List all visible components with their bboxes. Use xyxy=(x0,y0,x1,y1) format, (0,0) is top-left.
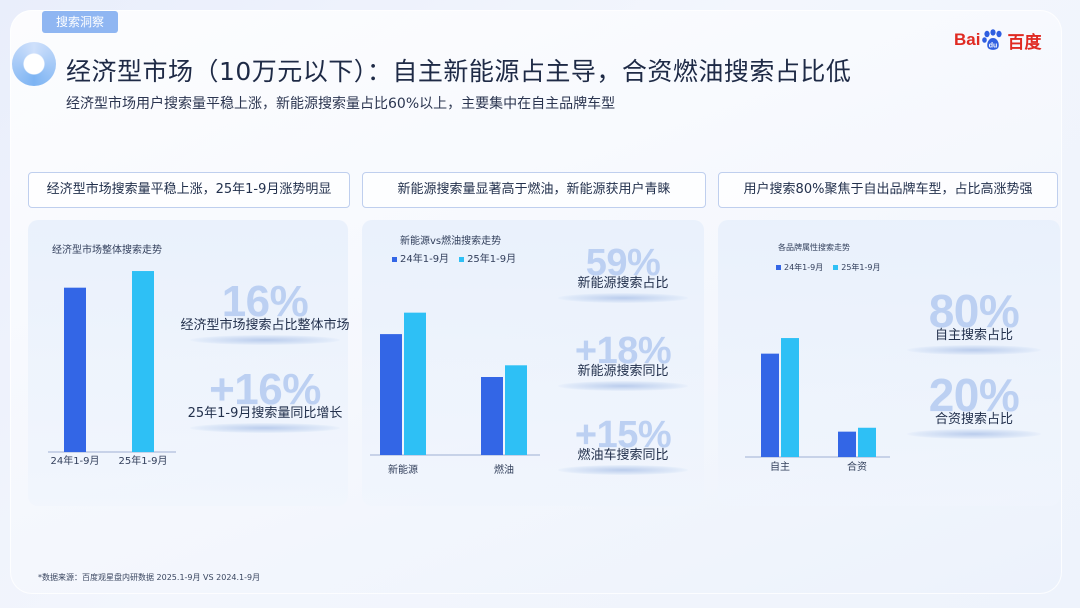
section-header-2: 新能源搜索量显著高于燃油，新能源获用户青睐 xyxy=(362,172,706,208)
x-tick-label: 新能源 xyxy=(388,463,418,476)
bar xyxy=(781,338,799,457)
page-subtitle: 经济型市场用户搜索量平稳上涨，新能源搜索量占比60%以上，主要集中在自主品牌车型 xyxy=(66,96,616,112)
bar xyxy=(761,353,779,457)
legend-item-2025: 25年1-9月 xyxy=(833,262,881,273)
bar xyxy=(132,271,154,452)
kpi-share: 16% 经济型市场搜索占比整体市场 xyxy=(180,280,350,345)
section-tag: 搜索洞察 xyxy=(42,11,118,33)
kpi-value: +16% xyxy=(209,365,321,414)
kpi-domestic-share: 80% 自主搜索占比 xyxy=(906,288,1042,355)
kpi-caption: 自主搜索占比 xyxy=(934,328,1013,343)
kpi-plate xyxy=(190,423,340,433)
kpi-nev-yoy: +18% 新能源搜索同比 xyxy=(555,332,691,391)
page-title: 经济型市场（10万元以下）：自主新能源占主导，合资燃油搜索占比低 xyxy=(66,57,852,86)
kpi-plate xyxy=(558,381,688,391)
chart-title-2: 新能源vs燃油搜索走势 xyxy=(400,236,502,247)
x-tick-label: 自主 xyxy=(770,460,790,473)
x-tick-label: 合资 xyxy=(847,460,867,473)
legend-item-2024: 24年1-9月 xyxy=(776,262,823,273)
section-header-3: 用户搜索80%聚焦于自出品牌车型，占比高涨势强 xyxy=(718,172,1058,208)
kpi-caption: 燃油车搜索同比 xyxy=(577,448,669,463)
x-tick-label: 燃油 xyxy=(494,463,514,476)
legend-item-2024: 24年1-9月 xyxy=(392,250,449,265)
kpi-caption: 合资搜索占比 xyxy=(934,412,1013,427)
kpi-fuel-yoy: +15% 燃油车搜索同比 xyxy=(555,416,691,475)
kpi-value: 59% xyxy=(585,242,661,284)
footnote: *数据来源：百度观星盘内研数据 2025.1-9月 VS 2024.1-9月 xyxy=(38,573,261,582)
kpi-plate xyxy=(558,293,688,303)
kpi-caption: 25年1-9月搜索量同比增长 xyxy=(187,406,343,421)
chart-title-3: 各品牌属性搜索走势 xyxy=(778,243,850,252)
kpi-value: +18% xyxy=(574,330,672,372)
logo-bai: Bai xyxy=(954,30,981,49)
x-tick-label: 24年1-9月 xyxy=(50,454,99,467)
x-tick-label: 25年1-9月 xyxy=(118,454,167,467)
chart-legend-3: 24年1-9月 25年1-9月 xyxy=(776,262,881,273)
logo-du: du xyxy=(989,43,998,50)
kpi-plate xyxy=(190,335,340,345)
kpi-caption: 新能源搜索同比 xyxy=(577,364,669,379)
section-header-1: 经济型市场搜索量平稳上涨，25年1-9月涨势明显 xyxy=(28,172,350,208)
bar xyxy=(404,312,426,455)
kpi-plate xyxy=(907,345,1041,355)
chart-legend-2: 24年1-9月 25年1-9月 xyxy=(392,250,516,265)
paw-icon: du xyxy=(982,29,1003,50)
baidu-logo: Bai du 百度 xyxy=(954,26,1041,54)
kpi-caption: 新能源搜索占比 xyxy=(577,276,669,291)
legend-item-2025: 25年1-9月 xyxy=(459,250,516,265)
kpi-nev-share: 59% 新能源搜索占比 xyxy=(555,244,691,303)
kpi-value: 16% xyxy=(221,277,309,326)
chart-title-1: 经济型市场整体搜索走势 xyxy=(52,245,162,256)
kpi-value: 20% xyxy=(928,369,1020,421)
kpi-plate xyxy=(558,465,688,475)
kpi-plate xyxy=(907,429,1041,439)
bar xyxy=(64,287,86,452)
logo-cn: 百度 xyxy=(1007,32,1042,52)
kpi-growth: +16% 25年1-9月搜索量同比增长 xyxy=(180,368,350,433)
kpi-jv-share: 20% 合资搜索占比 xyxy=(906,372,1042,439)
decorative-ring-icon xyxy=(12,42,56,86)
bar xyxy=(505,365,527,455)
kpi-value: +15% xyxy=(574,414,672,456)
bar xyxy=(380,334,402,455)
bar xyxy=(481,377,503,455)
bar xyxy=(838,431,856,457)
kpi-caption: 经济型市场搜索占比整体市场 xyxy=(180,318,350,333)
kpi-value: 80% xyxy=(928,285,1020,337)
bar xyxy=(858,427,876,457)
